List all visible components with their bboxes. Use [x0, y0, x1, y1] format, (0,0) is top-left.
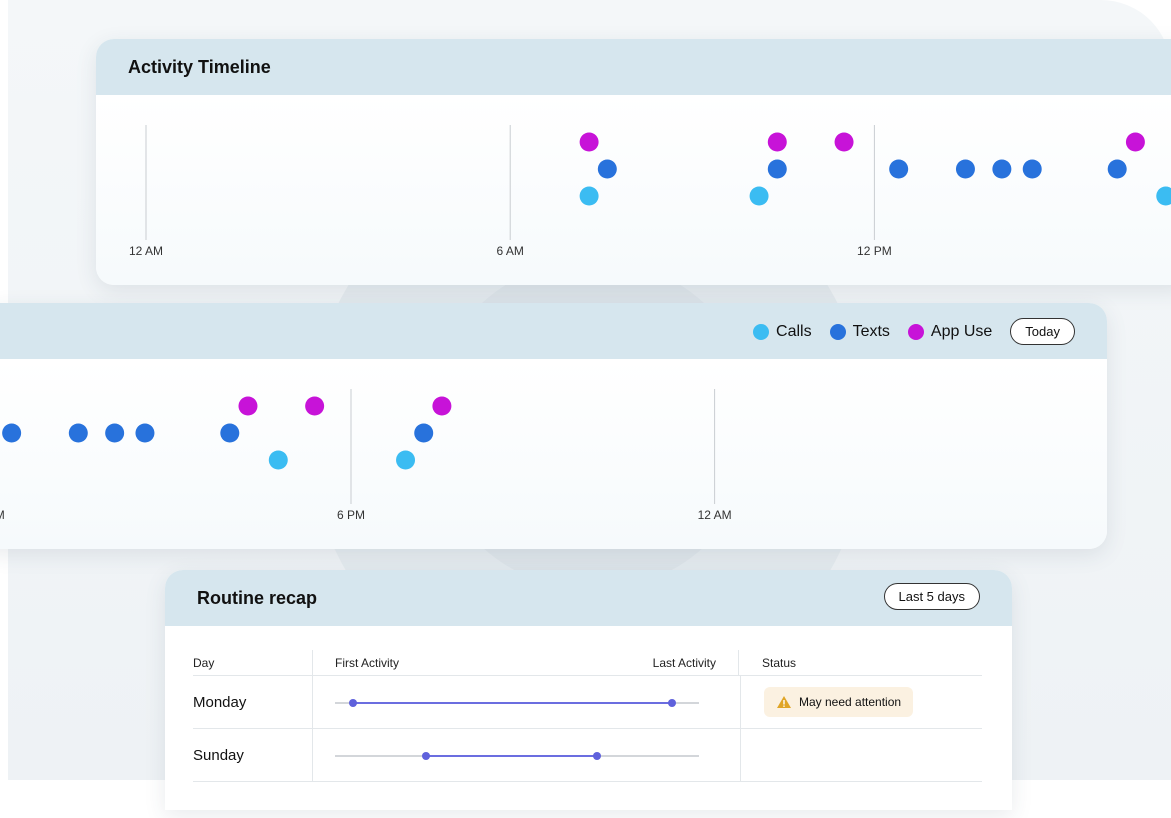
calls-dot-icon — [753, 323, 770, 340]
data-point-texts — [1022, 159, 1042, 179]
activity-timeline-card-continued: Calls Texts App Use Today 12 PM 6 PM 12 AM — [0, 303, 1107, 549]
data-point-calls — [579, 186, 599, 206]
legend-item-calls: Calls — [753, 323, 812, 341]
data-point-calls — [396, 450, 416, 470]
data-point-calls — [749, 186, 769, 206]
legend: Calls Texts App Use Today — [753, 318, 1075, 345]
last-activity-marker — [593, 751, 602, 760]
column-header-range: First Activity Last Activity — [312, 650, 739, 675]
column-header-first-activity: First Activity — [335, 655, 400, 670]
activity-timeline-chart: 12 PM 6 PM 12 AM — [0, 389, 732, 522]
legend-label: App Use — [930, 322, 993, 340]
status-badge: May need attention — [764, 687, 914, 717]
activity-range — [312, 676, 741, 728]
data-point-app-use — [305, 396, 325, 416]
data-point-texts — [135, 423, 155, 443]
table-header: Day First Activity Last Activity Status — [193, 650, 982, 676]
data-point-texts — [68, 423, 88, 443]
day-label: Sunday — [193, 746, 244, 764]
data-point-texts — [414, 423, 434, 443]
texts-dot-icon — [829, 323, 846, 340]
column-header-status: Status — [762, 655, 797, 670]
data-point-texts — [1107, 159, 1127, 179]
range-fill — [426, 754, 598, 757]
warning-icon — [777, 696, 791, 708]
today-button[interactable]: Today — [1010, 318, 1075, 345]
last-5-days-button[interactable]: Last 5 days — [883, 583, 980, 610]
first-activity-marker — [422, 751, 430, 760]
data-point-texts — [105, 423, 125, 443]
legend-label: Calls — [776, 322, 812, 340]
data-point-texts — [889, 159, 909, 179]
legend-label: Texts — [852, 322, 890, 340]
table-row[interactable]: Monday May need attention — [193, 676, 982, 729]
table-body: Monday May need attention Sunday — [193, 676, 982, 782]
card-title: Activity Timeline — [128, 57, 271, 77]
day-label: Monday — [193, 693, 247, 711]
column-header-last-activity: Last Activity — [652, 655, 716, 670]
activity-range — [312, 729, 741, 781]
routine-recap-card: Routine recap Last 5 days Day First Acti… — [165, 570, 1012, 810]
card-header: Calls Texts App Use Today — [0, 303, 1107, 359]
recap-table: Day First Activity Last Activity Status … — [193, 650, 982, 782]
data-point-calls — [268, 450, 288, 470]
data-point-texts — [992, 159, 1012, 179]
range-fill — [353, 701, 672, 704]
data-point-texts — [220, 423, 240, 443]
card-body: 12 AM 6 AM 12 PM — [96, 95, 1171, 285]
card-body — [165, 626, 1012, 810]
status-text: May need attention — [799, 695, 902, 709]
data-point-texts — [767, 159, 787, 179]
first-activity-marker — [349, 698, 358, 707]
table-row[interactable]: Sunday — [193, 729, 982, 782]
card-body: 12 PM 6 PM 12 AM — [0, 359, 1107, 549]
column-header-day: Day — [193, 655, 215, 670]
legend-item-app-use: App Use — [907, 322, 993, 341]
card-title: Routine recap — [197, 588, 318, 608]
status-cell: May need attention — [741, 687, 914, 717]
tick-label: 12 PM — [857, 244, 892, 258]
card-header: Activity Timeline — [96, 39, 1171, 95]
data-point-texts — [597, 159, 617, 179]
data-point-calls — [1156, 186, 1171, 206]
data-point-app-use — [238, 396, 258, 416]
app-use-dot-icon — [907, 323, 924, 340]
legend-item-texts: Texts — [829, 322, 890, 341]
data-point-texts — [955, 159, 975, 179]
data-point-app-use — [1125, 132, 1145, 152]
activity-timeline-chart: 12 AM 6 AM 12 PM — [129, 125, 1171, 258]
tick-label: 6 AM — [497, 244, 524, 258]
card-header: Routine recap Last 5 days — [165, 570, 1012, 626]
last-activity-marker — [667, 698, 676, 707]
activity-timeline-card: Activity Timeline 12 AM 6 AM 12 PM — [96, 39, 1171, 285]
data-point-app-use — [767, 132, 787, 152]
tick-label: 12 AM — [698, 508, 732, 522]
tick-label: 12 PM — [0, 508, 5, 522]
data-point-app-use — [579, 132, 599, 152]
data-point-app-use — [834, 132, 854, 152]
data-point-app-use — [432, 396, 452, 416]
data-point-texts — [2, 423, 22, 443]
tick-label: 12 AM — [129, 244, 163, 258]
tick-label: 6 PM — [337, 508, 365, 522]
